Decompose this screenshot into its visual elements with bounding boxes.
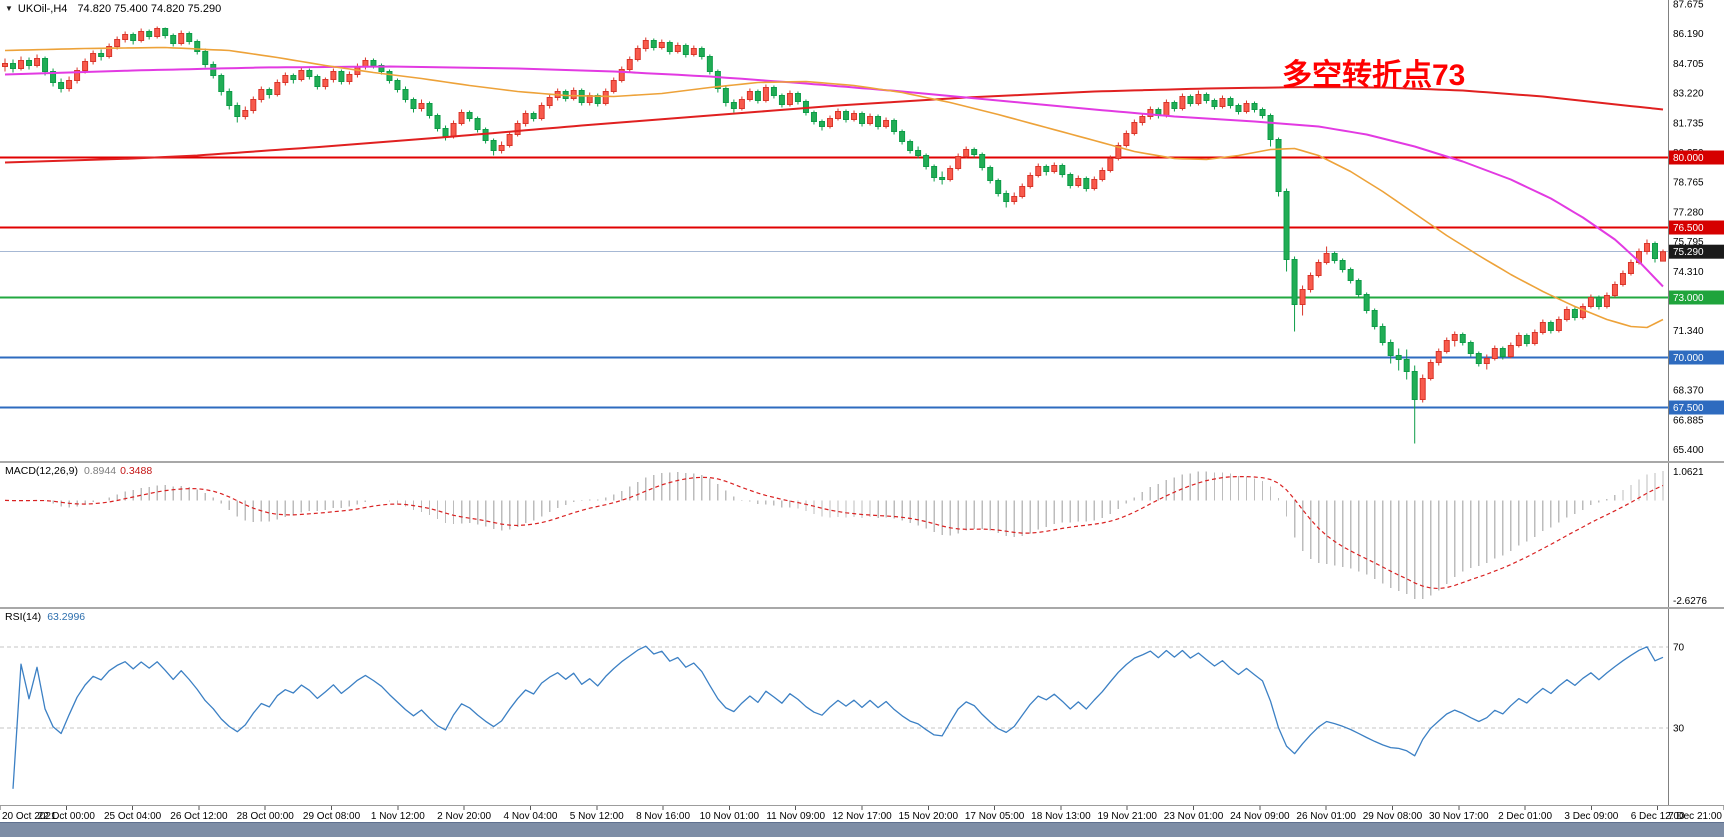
price-tick-label: 77.280: [1673, 207, 1704, 218]
price-badge-label: 73.000: [1673, 293, 1704, 304]
ma-medium-line[interactable]: [4, 65, 1664, 288]
main-chart-panel[interactable]: ▼ UKOil-,H4 74.820 75.400 74.820 75.290 多空…: [0, 0, 1724, 461]
time-ticks: [0, 806, 1724, 810]
time-tick-label: 20 Oct 2021: [2, 811, 57, 822]
time-tick-label: 24 Nov 09:00: [1230, 811, 1290, 822]
macd-histogram: [12, 471, 1664, 599]
time-tick-label: 28 Oct 00:00: [237, 811, 295, 822]
macd-main-value: 0.8944: [83, 465, 117, 477]
macd-label: MACD(12,26,9) 0.8944 0.3488: [5, 465, 152, 477]
panel-separator-macd[interactable]: [0, 461, 1724, 463]
time-tick-label: 30 Nov 17:00: [1429, 811, 1489, 822]
time-tick-label: 10 Nov 01:00: [700, 811, 760, 822]
time-tick-label: 6 Dec 12:00: [1631, 811, 1685, 822]
macd-panel[interactable]: MACD(12,26,9) 0.8944 0.3488 1.0621 -2.6276: [0, 463, 1724, 607]
price-badges-layer: 80.000 76.500 75.290 73.000 70.000 67.500: [1669, 150, 1724, 415]
chart-annotation-text[interactable]: 多空转折点73: [1282, 59, 1466, 92]
price-tick-label: 75.795: [1673, 237, 1704, 248]
price-badge-label: 80.000: [1673, 153, 1704, 164]
price-tick-label: 78.765: [1673, 178, 1704, 189]
time-tick-label: 23 Nov 01:00: [1164, 811, 1224, 822]
ma-fast-line[interactable]: [4, 46, 1664, 329]
time-tick-label: 8 Nov 16:00: [636, 811, 690, 822]
time-tick-label: 17 Nov 05:00: [965, 811, 1025, 822]
macd-signal-line: [4, 476, 1664, 590]
candles-layer: [2, 26, 1666, 444]
price-badge: [1669, 244, 1724, 259]
price-tick-label: 81.735: [1673, 118, 1704, 129]
time-tick-label: 4 Nov 04:00: [503, 811, 557, 822]
ohlc-values: 74.820 75.400 74.820 75.290: [77, 3, 222, 15]
time-tick-label: 29 Oct 08:00: [303, 811, 361, 822]
price-tick-label: 74.310: [1673, 267, 1704, 278]
time-tick-label: 19 Nov 21:00: [1097, 811, 1157, 822]
rsi-title: RSI(14): [5, 611, 42, 623]
symbol-ohlc-label: ▼ UKOil-,H4 74.820 75.400 74.820 75.290: [5, 3, 221, 15]
price-badge: [1669, 350, 1724, 365]
price-badge: [1669, 220, 1724, 235]
macd-axis-max-label: 1.0621: [1673, 467, 1704, 478]
price-tick-label: 83.220: [1673, 89, 1704, 100]
price-tick-label: 68.370: [1673, 386, 1704, 397]
price-badge: [1669, 400, 1724, 415]
symbol-period-label: UKOil-,H4: [17, 3, 68, 15]
time-tick-label: 11 Nov 09:00: [766, 811, 825, 822]
price-badge: [1669, 150, 1724, 165]
rsi-label: RSI(14) 63.2996: [5, 611, 85, 623]
rsi-panel[interactable]: RSI(14) 63.2996 70 30: [0, 609, 1724, 805]
price-badge: [1669, 290, 1724, 305]
rsi-level-label: 70: [1673, 643, 1685, 654]
time-tick-label: 26 Oct 12:00: [170, 811, 228, 822]
time-tick-label: 25 Oct 04:00: [104, 811, 162, 822]
macd-canvas[interactable]: 1.0621 -2.6276: [0, 463, 1724, 607]
price-badge-label: 67.500: [1673, 403, 1704, 414]
rsi-level-label: 30: [1673, 724, 1685, 735]
rsi-levels-layer: [0, 646, 1668, 729]
time-tick-label: 15 Nov 20:00: [899, 811, 959, 822]
rsi-value: 63.2996: [47, 611, 86, 623]
price-badge-label: 75.290: [1673, 247, 1704, 258]
time-axis-separator: [0, 805, 1724, 806]
price-tick-label: 66.885: [1673, 415, 1704, 426]
rsi-canvas[interactable]: 70 30: [0, 609, 1724, 805]
price-tick-label: 87.675: [1673, 0, 1704, 11]
price-tick-label: 65.400: [1673, 445, 1704, 456]
panel-separator-rsi[interactable]: [0, 607, 1724, 609]
price-tick-label: 71.340: [1673, 326, 1704, 337]
macd-title: MACD(12,26,9): [5, 465, 78, 477]
window-bottom-strip: [0, 822, 1724, 837]
macd-axis-min-label: -2.6276: [1673, 596, 1707, 607]
time-tick-label: 2 Dec 01:00: [1498, 811, 1552, 822]
price-tick-label: 86.190: [1673, 29, 1704, 40]
time-tick-label: 3 Dec 09:00: [1564, 811, 1618, 822]
time-axis[interactable]: 20 Oct 2021 22 Oct 00:00 25 Oct 04:00 26 Oc…: [0, 806, 1724, 822]
price-chart-canvas[interactable]: 87.67586.19084.70583.22081.73580.25078.7…: [0, 0, 1724, 461]
time-tick-label: 7 Dec 21:00: [1668, 811, 1722, 822]
horizontal-lines-layer[interactable]: [0, 156, 1668, 409]
time-tick-label: 12 Nov 17:00: [832, 811, 892, 822]
price-badge-label: 76.500: [1673, 223, 1704, 234]
price-badge-label: 70.000: [1673, 353, 1704, 364]
time-tick-label: 18 Nov 13:00: [1031, 811, 1091, 822]
time-tick-label: 5 Nov 12:00: [570, 811, 624, 822]
time-tick-label: 1 Nov 12:00: [371, 811, 425, 822]
time-tick-label: 2 Nov 20:00: [437, 811, 491, 822]
chart-dropdown-icon[interactable]: ▼: [5, 4, 13, 13]
ma-slow-line[interactable]: [4, 86, 1664, 164]
rsi-line: [12, 645, 1664, 789]
time-tick-label: 22 Oct 00:00: [38, 811, 96, 822]
price-tick-label: 84.705: [1673, 59, 1704, 70]
time-tick-label: 29 Nov 08:00: [1363, 811, 1423, 822]
time-tick-label: 26 Nov 01:00: [1296, 811, 1356, 822]
macd-signal-value: 0.3488: [120, 465, 153, 477]
